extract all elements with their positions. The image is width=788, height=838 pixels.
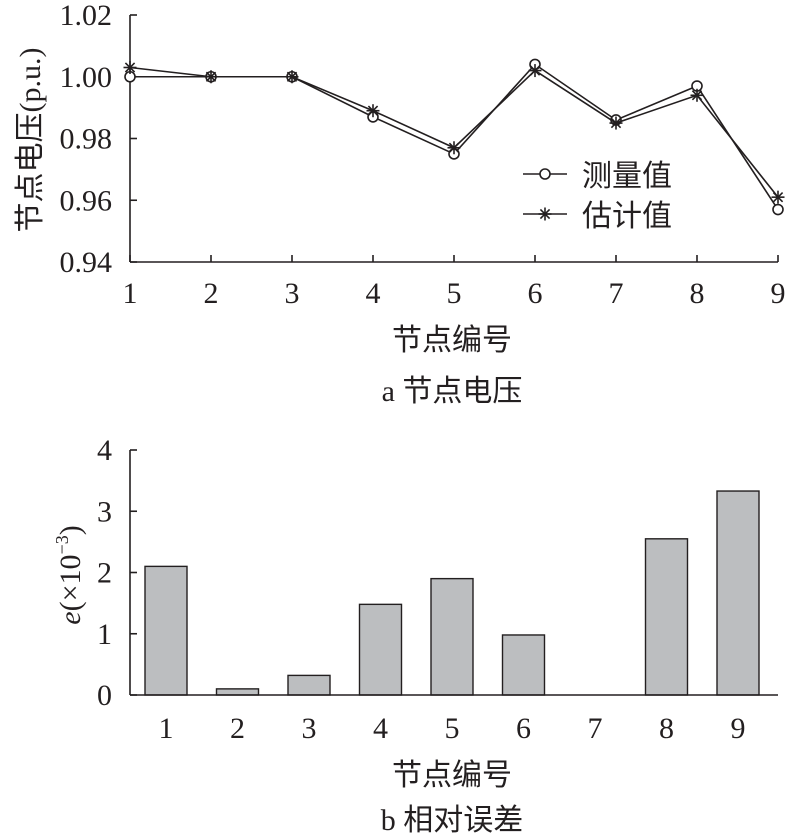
error-y-tick-label: 4: [97, 434, 112, 467]
estimated-point: [609, 116, 623, 130]
error-y-tick-label: 0: [97, 679, 112, 712]
voltage-y-tick-label: 0.96: [60, 184, 113, 217]
error-bar-6: [501, 634, 546, 696]
voltage-y-tick-label: 0.94: [60, 246, 113, 279]
voltage-y-tick-label: 0.98: [60, 123, 113, 156]
error-x-tick-label: 3: [302, 712, 317, 745]
voltage-chart-caption: a 节点电压: [382, 375, 523, 408]
error-x-tick-label: 9: [731, 712, 746, 745]
error-x-tick-label: 7: [588, 712, 603, 745]
error-chart-caption: b 相对误差: [381, 804, 524, 837]
legend-asterisk-glyph: [538, 207, 552, 221]
voltage-x-tick-label: 3: [285, 277, 300, 310]
voltage-legend: 测量值 估计值: [523, 160, 672, 233]
error-bar-3: [287, 674, 331, 696]
error-y-axis-close: ): [54, 525, 87, 535]
voltage-x-tick-label: 5: [447, 277, 462, 310]
error-bar-4: [358, 603, 403, 696]
error-y-axis-scale: (×10: [54, 554, 87, 611]
error-bar-5: [430, 577, 474, 696]
voltage-chart-axes: [129, 14, 779, 263]
voltage-series-measured: [124, 58, 784, 216]
estimated-point: [771, 190, 785, 204]
legend-label-measured: 测量值: [582, 160, 672, 193]
estimated-point: [366, 104, 380, 118]
error-x-tick-label: 5: [445, 712, 460, 745]
voltage-x-tick-label: 1: [123, 277, 138, 310]
estimated-point: [285, 70, 299, 84]
error-x-tick-labels: 1 2 3 4 5 6 7 8 9: [159, 712, 746, 745]
voltage-y-tick-label: 1.00: [60, 61, 113, 94]
error-x-tick-label: 6: [516, 712, 531, 745]
error-y-tick-label: 2: [97, 557, 112, 590]
legend-entry-measured: 测量值: [523, 160, 672, 193]
error-x-tick-label: 4: [373, 712, 388, 745]
legend-asterisk-marker: [538, 207, 552, 221]
legend-circle-marker: [539, 168, 551, 180]
voltage-series-line: [130, 63, 779, 210]
error-x-tick-label: 2: [230, 712, 245, 745]
voltage-x-tick-label: 4: [366, 277, 381, 310]
estimated-point: [690, 88, 704, 102]
voltage-series: [123, 58, 785, 216]
measured-point: [772, 203, 784, 216]
voltage-x-tick-label: 7: [609, 277, 624, 310]
error-y-axis-exponent: −3: [52, 535, 72, 554]
error-bar-2: [215, 688, 260, 696]
estimated-point: [447, 141, 461, 155]
voltage-x-tick-label: 9: [771, 277, 786, 310]
error-bar-9: [716, 490, 760, 696]
voltage-x-axis-label: 节点编号: [392, 324, 512, 357]
error-bar-8: [644, 538, 689, 696]
voltage-series-estimated: [123, 60, 785, 204]
error-y-tick-labels: 0 1 2 3 4: [97, 434, 112, 712]
relative-error-bar-chart: 0 1 2 3 4 1 2 3 4 5 6 7 8 9 e(×10−3) 节点编号 b 相对误差: [52, 434, 778, 837]
voltage-x-tick-labels: 1 2 3 4 5 6 7 8 9: [123, 277, 786, 310]
error-bar-1: [144, 565, 188, 696]
legend-entry-estimated: 估计值: [523, 200, 672, 233]
error-y-tick-label: 3: [97, 495, 112, 528]
voltage-x-tick-label: 2: [204, 277, 219, 310]
estimated-point: [204, 70, 218, 84]
error-x-axis-label: 节点编号: [392, 759, 512, 792]
error-x-tick-label: 1: [159, 712, 174, 745]
voltage-x-tick-label: 6: [528, 277, 543, 310]
estimated-point: [123, 60, 137, 74]
error-y-axis-variable: e: [54, 611, 87, 624]
voltage-y-tick-label: 1.02: [60, 0, 113, 32]
voltage-series-line: [129, 66, 779, 198]
error-bars: [144, 490, 760, 696]
voltage-line-chart: 0.94 0.96 0.98 1.00 1.02 1 2 3 4 5 6 7 8 9 测量值 估计值 节…: [14, 0, 786, 408]
voltage-y-axis-label: 节点电压(p.u.): [14, 48, 47, 233]
estimated-point: [528, 64, 542, 78]
legend-label-estimated: 估计值: [582, 200, 672, 233]
voltage-x-tick-label: 8: [690, 277, 705, 310]
error-y-axis-label: e(×10−3): [52, 525, 87, 624]
error-chart-axes: [129, 449, 778, 696]
error-y-tick-label: 1: [97, 618, 112, 651]
error-x-tick-label: 8: [659, 712, 674, 745]
voltage-y-tick-labels: 0.94 0.96 0.98 1.00 1.02: [60, 0, 113, 279]
